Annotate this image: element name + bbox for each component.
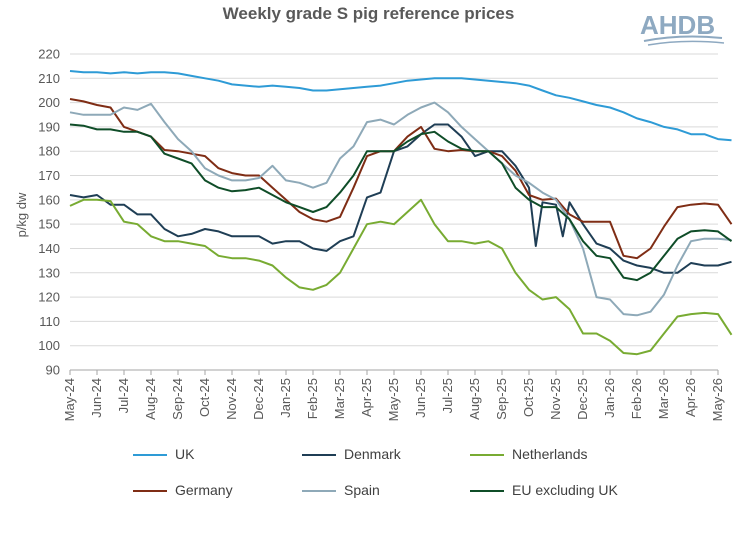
y-tick-label: 160 — [38, 192, 60, 207]
series-line-eu-excluding-uk — [69, 123, 733, 282]
legend-swatch — [302, 490, 336, 492]
y-tick-label: 170 — [38, 168, 60, 183]
x-tick-label: Jan-26 — [602, 378, 617, 418]
x-tick-label: Mar-26 — [656, 378, 671, 419]
x-tick-label: May-26 — [710, 378, 725, 421]
x-tick-label: Jul-24 — [116, 378, 131, 413]
x-tick-label: Dec-24 — [251, 378, 266, 420]
y-tick-label: 120 — [38, 290, 60, 305]
legend-label: EU excluding UK — [512, 482, 618, 498]
y-tick-label: 90 — [46, 363, 60, 378]
x-tick-label: Nov-24 — [224, 378, 239, 420]
x-tick-label: May-25 — [386, 378, 401, 421]
x-tick-label: Apr-25 — [359, 378, 374, 417]
legend-label: Denmark — [344, 446, 401, 462]
y-tick-label: 100 — [38, 338, 60, 353]
x-tick-label: Oct-25 — [521, 378, 536, 417]
legend-swatch — [470, 454, 504, 456]
x-tick-label: Apr-26 — [683, 378, 698, 417]
x-tick-label: Dec-25 — [575, 378, 590, 420]
y-tick-label: 200 — [38, 95, 60, 110]
legend-label: Germany — [175, 482, 233, 498]
y-tick-label: 140 — [38, 241, 60, 256]
y-tick-label: 220 — [38, 47, 60, 62]
series-line-denmark — [69, 123, 732, 274]
legend-swatch — [133, 490, 167, 492]
x-tick-label: Mar-25 — [332, 378, 347, 419]
x-axis — [69, 369, 719, 375]
line-chart: 90 100 110 120 130 140 150 160 170 180 190 200 210 22… — [14, 47, 733, 421]
x-tick-label: Oct-24 — [197, 378, 212, 417]
x-tick-label: Nov-25 — [548, 378, 563, 420]
series-line-uk — [69, 70, 732, 142]
series-lines — [69, 70, 733, 356]
x-tick-label: Jun-25 — [413, 378, 428, 418]
ahdb-logo: AHDB — [640, 8, 730, 48]
x-tick-label: Aug-24 — [143, 378, 158, 420]
y-axis-label: p/kg dw — [14, 192, 29, 237]
grid-lines — [70, 53, 718, 371]
x-tick-label: Jul-25 — [440, 378, 455, 413]
series-line-netherlands — [69, 198, 733, 356]
x-tick-label: Sep-24 — [170, 378, 185, 420]
legend-label: UK — [175, 446, 195, 462]
legend-swatch — [133, 454, 167, 456]
legend-swatch — [302, 454, 336, 456]
y-tick-label: 150 — [38, 217, 60, 232]
y-tick-label: 180 — [38, 144, 60, 159]
x-tick-label: May-24 — [62, 378, 77, 421]
x-tick-label: Aug-25 — [467, 378, 482, 420]
x-axis-ticks: May-24 Jun-24 Jul-24 Aug-24 Sep-24 Oct-24 Nov-… — [62, 378, 725, 421]
x-tick-label: Sep-25 — [494, 378, 509, 420]
series-line-spain — [69, 101, 732, 317]
x-tick-label: Feb-25 — [305, 378, 320, 419]
legend-swatch — [470, 490, 504, 492]
logo-text: AHDB — [640, 10, 716, 40]
y-tick-label: 190 — [38, 119, 60, 134]
y-tick-label: 110 — [39, 314, 60, 329]
chart-title: Weekly grade S pig reference prices — [222, 4, 515, 23]
x-tick-label: Jun-24 — [89, 378, 104, 418]
legend-label: Spain — [344, 482, 380, 498]
logo-swoosh-icon — [643, 35, 725, 46]
y-tick-label: 130 — [38, 265, 60, 280]
x-tick-label: Feb-26 — [629, 378, 644, 419]
legend-label: Netherlands — [512, 446, 588, 462]
y-axis-ticks: 90 100 110 120 130 140 150 160 170 180 190 200 210 22… — [38, 47, 60, 378]
y-tick-label: 210 — [38, 71, 60, 86]
x-tick-label: Jan-25 — [278, 378, 293, 418]
series-line-germany — [69, 98, 733, 260]
